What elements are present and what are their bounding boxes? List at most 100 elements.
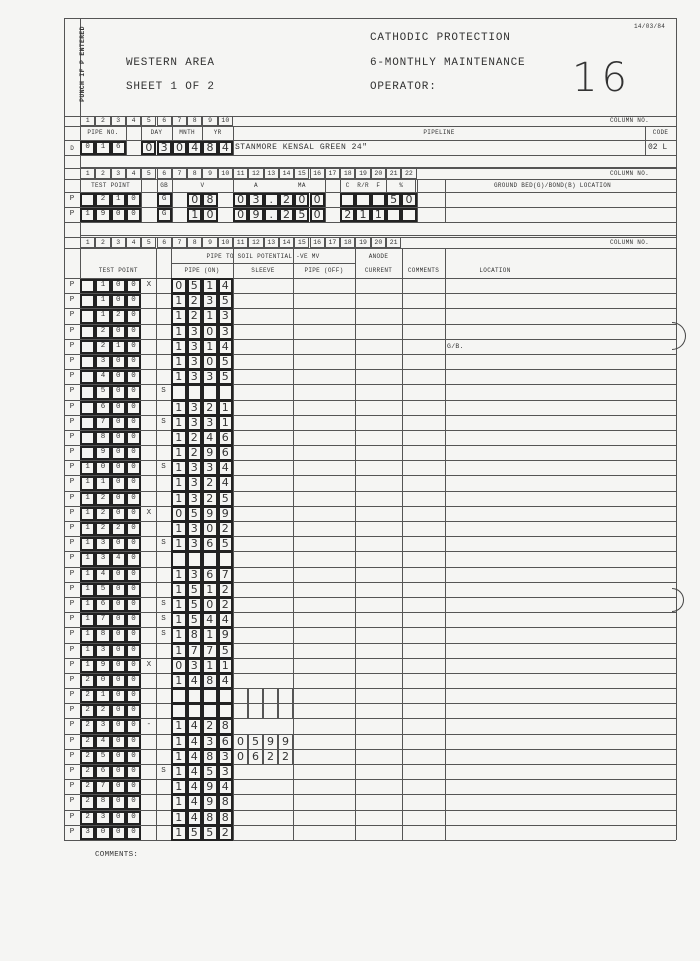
sleeve-digit <box>263 688 278 703</box>
entry-box <box>110 537 126 552</box>
entry-box <box>156 237 172 248</box>
test-point-digit: 1 <box>85 210 90 218</box>
pipe-on-digit: 3 <box>190 370 198 384</box>
entry-box <box>171 536 187 553</box>
entry-box <box>110 324 126 339</box>
column-number: 6 <box>162 170 167 177</box>
row-marker: P <box>69 691 75 700</box>
sleeve-flag <box>156 339 171 354</box>
entry-box <box>171 323 187 340</box>
entry-box <box>263 748 278 766</box>
test-point-digit: 0 <box>115 706 121 715</box>
current-digit: 2 <box>283 208 291 221</box>
test-point-digit: 0 <box>131 721 136 730</box>
pipe-on-digit: 7 <box>221 567 229 581</box>
pipe-on-digit: 5 <box>221 370 229 384</box>
pipe-on-digit: 9 <box>206 446 214 460</box>
test-point-digit: 0 <box>100 675 106 684</box>
entry-box <box>171 612 187 629</box>
entry-box <box>125 719 142 734</box>
test-point-digit <box>80 324 95 339</box>
current-digit: 0 <box>237 208 245 221</box>
entry-box <box>202 429 218 447</box>
entry-box <box>95 597 111 613</box>
rule-line <box>64 748 676 750</box>
test-point-digit <box>141 339 156 354</box>
entry-box <box>125 279 142 294</box>
column-number: 20 <box>374 239 383 246</box>
entry-box <box>217 384 233 401</box>
comments-label: COMMENTS: <box>95 851 139 859</box>
rule-line <box>64 642 676 644</box>
test-point-digit: 1 <box>100 691 106 700</box>
column-number: 12 <box>252 170 260 177</box>
entry-box <box>95 279 111 294</box>
test-point-digit: 3 <box>100 554 106 563</box>
rule-line <box>141 179 143 222</box>
entry-box <box>80 749 96 765</box>
row-marker: P <box>69 554 75 563</box>
row-marker: P <box>69 493 75 502</box>
pipe-on-digit: 1 <box>175 400 183 414</box>
entry-box <box>110 552 126 567</box>
entry-box <box>217 703 233 720</box>
entry-box <box>217 642 233 659</box>
column-number: 7 <box>177 170 182 177</box>
column-number: 8 <box>192 239 197 246</box>
pipe-on-digit: 1 <box>175 537 183 551</box>
entry-box <box>186 612 202 629</box>
test-point-digit <box>141 324 156 339</box>
entry-box <box>125 643 142 658</box>
test-point-digit: 2 <box>100 195 106 203</box>
current-digit: 2 <box>283 193 291 206</box>
test-point-digit <box>80 293 95 308</box>
column-number: 9 <box>208 117 212 124</box>
entry-box <box>217 116 233 126</box>
test-point-digit: 2 <box>100 341 106 350</box>
row-marker: P <box>69 539 75 548</box>
test-point-digit <box>80 308 95 323</box>
entry-box <box>110 141 126 155</box>
entry-box <box>294 208 310 222</box>
test-point-digit: 0 <box>115 736 121 745</box>
test-point-digit: 0 <box>131 782 136 791</box>
rule-line <box>64 824 676 826</box>
test-point-digit: 7 <box>100 417 106 426</box>
test-point-digit <box>141 825 156 840</box>
test-point-digit: 0 <box>131 387 136 396</box>
c-rr-f-digit: 1 <box>374 208 382 221</box>
pipe-on-digit: 8 <box>221 795 229 809</box>
percent-header: % <box>399 182 404 189</box>
entry-box <box>171 551 187 568</box>
test-point-digit <box>141 779 156 794</box>
pipe-on-digit: 1 <box>175 476 183 490</box>
rule-line <box>355 248 356 840</box>
test-point-digit: 0 <box>131 645 136 654</box>
entry-box <box>263 168 279 179</box>
rule-line <box>64 733 676 735</box>
entry-box <box>95 491 111 506</box>
pipe-off-header: PIPE (OFF) <box>304 267 344 274</box>
rule-line <box>402 248 403 840</box>
entry-box <box>125 552 142 567</box>
pipe-on-digit: 6 <box>221 446 229 460</box>
pipe-on-digit: 1 <box>206 658 214 672</box>
entry-box <box>233 208 249 222</box>
entry-box <box>125 400 142 415</box>
pipe-on-digit: 7 <box>190 643 198 657</box>
test-point-digit: 1 <box>85 508 90 517</box>
entry-box <box>171 369 187 386</box>
test-point-digit: 9 <box>100 210 106 218</box>
rule-line <box>171 179 173 222</box>
test-point-digit: 0 <box>131 493 136 502</box>
pipe-on-digit: 0 <box>206 522 214 536</box>
entry-box <box>110 370 126 385</box>
rule-line <box>64 369 676 371</box>
test-point-digit: 3 <box>100 539 106 548</box>
entry-box <box>202 657 218 674</box>
voltage-digit: 8 <box>206 193 214 206</box>
current-digit: . <box>269 208 273 221</box>
entry-box <box>125 658 142 673</box>
entry-box <box>171 733 187 750</box>
sleeve-flag <box>156 703 171 718</box>
